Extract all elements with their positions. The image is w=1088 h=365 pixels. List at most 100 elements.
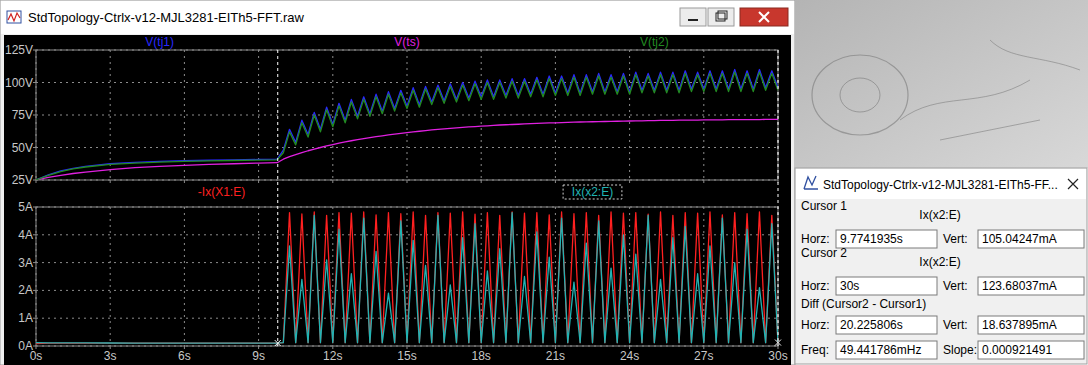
dialog-icon — [804, 176, 818, 189]
y-tick-label: 25V — [12, 173, 33, 187]
series-line — [36, 119, 778, 180]
cursor-marker — [775, 340, 781, 346]
value-box — [836, 341, 937, 359]
legend-entry: V(tj1) — [145, 35, 174, 49]
restore-button[interactable] — [708, 8, 734, 26]
field-label: Horz: — [801, 279, 830, 293]
button-face[interactable] — [740, 8, 788, 26]
x-tick-label: 9s — [252, 349, 265, 363]
legend-entry: -Ix(X1:E) — [198, 185, 245, 199]
cursor-dialog: StdTopology-Ctrlx-v12-MJL3281-EITh5-FF..… — [795, 168, 1087, 364]
x-tick-label: 30s — [768, 349, 787, 363]
x-grid-line — [332, 50, 333, 180]
cursor-trace: Ix(x2:E) — [919, 208, 960, 222]
field-value: 0.000921491 — [982, 343, 1052, 357]
x-tick-label: 6s — [178, 349, 191, 363]
y-grid-line — [36, 262, 778, 263]
body: {"window": {"title": "StdTopology-Ctrlx-… — [0, 0, 1088, 365]
y-tick-label: 3A — [18, 256, 33, 270]
button-glyph — [688, 19, 698, 21]
field-label: Horz: — [801, 232, 830, 246]
legend-entry: V(ts) — [394, 35, 419, 49]
field-value: 49.441786mHz — [840, 343, 921, 357]
button-face[interactable] — [708, 8, 734, 26]
value-box — [836, 230, 937, 248]
y-tick-label: 50V — [12, 141, 33, 155]
field-label: Slope: — [943, 343, 977, 357]
y-grid-line — [36, 346, 778, 347]
cursor-heading: Cursor 2 — [801, 246, 847, 260]
field-value: 30s — [840, 279, 859, 293]
button-glyph — [718, 11, 727, 19]
plot-frame — [36, 50, 778, 180]
y-tick-label: 1A — [18, 311, 33, 325]
close-button[interactable] — [740, 8, 788, 26]
y-tick — [33, 207, 36, 208]
data-group — [36, 212, 778, 344]
value-box — [836, 277, 937, 295]
value-box — [978, 341, 1084, 359]
y-grid-line — [36, 82, 778, 83]
dialog-close-glyph — [1068, 179, 1078, 189]
x-tick — [629, 180, 630, 183]
series-line — [36, 72, 778, 180]
x-grid-line — [407, 50, 408, 180]
title-bar — [1, 1, 794, 34]
field-label: Horz: — [801, 318, 830, 332]
y-grid-line — [36, 147, 778, 148]
dialog-title-bar — [796, 169, 1086, 199]
dialog-frame — [795, 168, 1087, 364]
y-tick — [33, 115, 36, 116]
desktop-background — [795, 0, 1088, 168]
legend-entry: Ix(x2:E) — [572, 185, 613, 199]
x-tick-label: 27s — [694, 349, 713, 363]
screen: StdTopology-Ctrlx-v12-MJL3281-EITh5-FFT.… — [0, 0, 1088, 365]
x-grid-line — [110, 207, 111, 346]
series-line — [36, 213, 778, 344]
value-box — [978, 230, 1084, 248]
field-label: Vert: — [943, 232, 968, 246]
y-tick — [33, 50, 36, 51]
app-icon — [7, 11, 21, 23]
y-grid-line — [36, 234, 778, 235]
y-tick — [33, 180, 36, 181]
y-tick — [33, 82, 36, 83]
plot-frame — [36, 207, 778, 346]
y-tick — [33, 346, 36, 347]
field-value: 105.04247mA — [982, 232, 1057, 246]
y-grid-line — [36, 207, 778, 208]
x-tick-label: 24s — [620, 349, 639, 363]
y-grid-line — [36, 50, 778, 51]
button-face[interactable] — [680, 8, 706, 26]
y-tick-label: 125V — [5, 43, 33, 57]
field-label: Freq: — [801, 343, 829, 357]
y-tick-label: 5A — [18, 200, 33, 214]
x-tick — [332, 180, 333, 183]
minimize-button[interactable] — [680, 8, 706, 26]
y-tick-label: 2A — [18, 283, 33, 297]
y-tick-label: 75V — [12, 108, 33, 122]
pane: 25V50V75V100V125VV(tj1)V(ts)V(tj2) — [5, 35, 778, 187]
field-value: 20.225806s — [840, 318, 903, 332]
x-grid-line — [184, 207, 185, 346]
y-tick — [33, 147, 36, 148]
x-grid-line — [36, 207, 37, 346]
x-tick-label: 15s — [397, 349, 416, 363]
plot-background — [4, 35, 791, 365]
y-tick-label: 4A — [18, 228, 33, 242]
x-grid-line — [555, 50, 556, 180]
sketch-stroke — [812, 55, 908, 135]
value-box — [978, 277, 1084, 295]
y-grid-line — [36, 290, 778, 291]
x-tick-label: 21s — [546, 349, 565, 363]
desktop-fill — [795, 0, 1088, 168]
window-frame — [0, 0, 795, 365]
button-glyph — [716, 13, 725, 21]
cursor-line — [778, 50, 779, 346]
page: waveform html, body { margin: 0; padding… — [0, 0, 1088, 365]
icon-box — [7, 11, 21, 23]
field-value: 9.7741935s — [840, 232, 903, 246]
y-grid-line — [36, 180, 778, 181]
cursor-marker — [275, 340, 281, 346]
dialog-title: StdTopology-Ctrlx-v12-MJL3281-EITh5-FF..… — [823, 178, 1058, 192]
